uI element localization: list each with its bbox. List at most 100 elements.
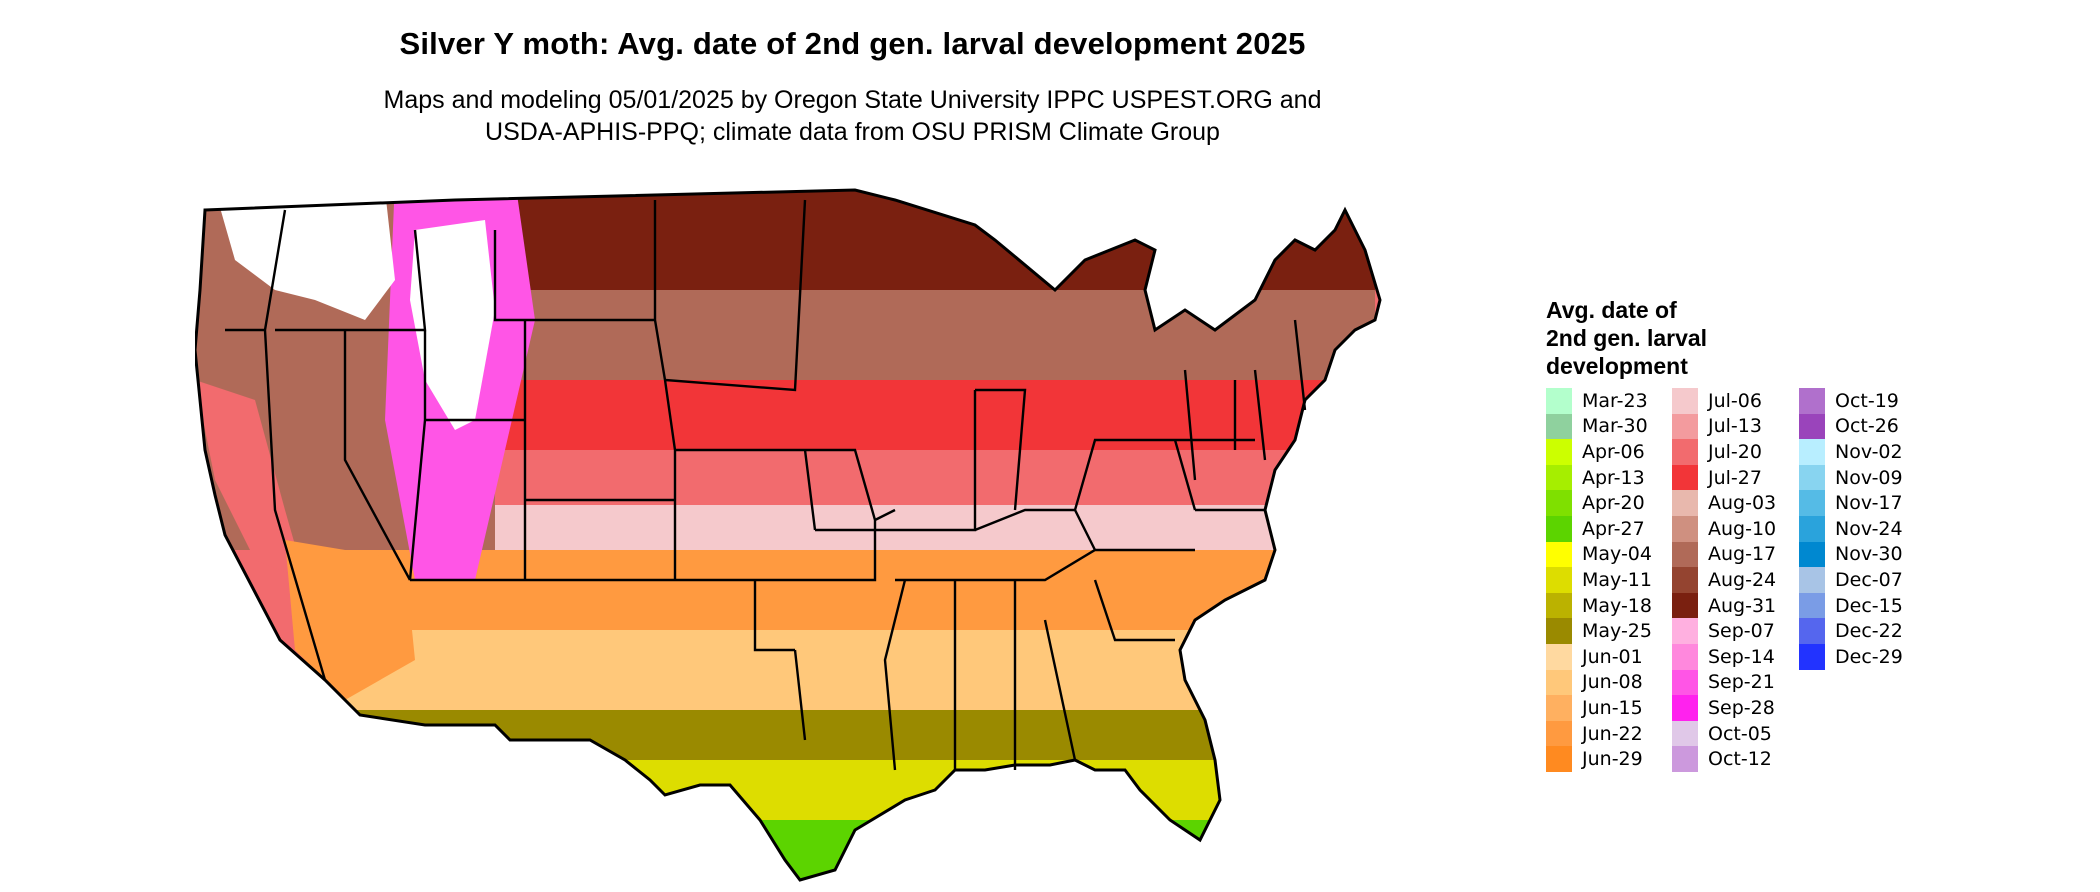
zone-no-data-north xyxy=(215,190,395,320)
legend-swatch xyxy=(1546,541,1572,568)
legend-item: Apr-27 xyxy=(1546,515,1652,542)
map-subtitle-line-2: USDA-APHIS-PPQ; climate data from OSU PR… xyxy=(485,118,1220,146)
zone-central-pink xyxy=(495,505,1375,550)
legend-swatch xyxy=(1799,515,1825,542)
legend-title-line: 2nd gen. larval xyxy=(1546,325,1708,351)
legend-swatch xyxy=(1799,643,1825,670)
legend-label: Sep-07 xyxy=(1708,620,1775,643)
legend-item: Aug-10 xyxy=(1672,515,1776,542)
legend-item: May-11 xyxy=(1546,567,1652,593)
legend-item: Aug-24 xyxy=(1672,567,1776,593)
legend-swatch xyxy=(1546,746,1572,772)
legend-item: Sep-07 xyxy=(1672,618,1776,644)
legend-item: Jun-29 xyxy=(1546,746,1652,772)
legend-swatch xyxy=(1672,490,1698,516)
legend-swatch xyxy=(1546,490,1572,516)
legend-swatch xyxy=(1672,515,1698,542)
legend-swatch xyxy=(1799,490,1825,516)
legend-swatch xyxy=(1672,720,1698,747)
map-title: Silver Y moth: Avg. date of 2nd gen. lar… xyxy=(399,26,1306,61)
legend-item: Apr-13 xyxy=(1546,464,1652,491)
legend-item: Mar-30 xyxy=(1546,413,1652,440)
legend-label: Jun-22 xyxy=(1582,722,1643,745)
legend-swatch xyxy=(1546,567,1572,593)
legend-label: Sep-28 xyxy=(1708,696,1775,719)
legend-swatch xyxy=(1672,413,1698,440)
legend-title-line: Avg. date of xyxy=(1546,297,1677,323)
legend-swatch xyxy=(1546,669,1572,696)
legend-item: Jul-13 xyxy=(1672,413,1776,440)
legend-item: Nov-02 xyxy=(1799,439,1903,465)
legend-column-3: Oct-19 Oct-26 Nov-02 Nov-09 Nov-17 Nov-24 Nov-… xyxy=(1799,388,1903,670)
legend-label: Apr-27 xyxy=(1582,517,1645,540)
legend-swatch xyxy=(1672,567,1698,593)
legend-item: Dec-22 xyxy=(1799,618,1903,644)
legend-label: Jul-20 xyxy=(1708,440,1762,463)
legend-swatch xyxy=(1672,439,1698,465)
legend-swatch xyxy=(1799,439,1825,465)
legend-column-2: Jul-06 Jul-13 Jul-20 Jul-27 Aug-03 Aug-10 Aug-… xyxy=(1672,388,1776,772)
legend-item: Apr-20 xyxy=(1546,490,1652,516)
legend-item: May-04 xyxy=(1546,541,1652,568)
legend-swatch xyxy=(1546,388,1572,414)
legend-label: Jul-13 xyxy=(1708,415,1762,438)
legend-label: May-18 xyxy=(1582,594,1652,617)
legend-swatch xyxy=(1799,541,1825,568)
legend-swatch xyxy=(1672,695,1698,721)
legend-label: Oct-26 xyxy=(1835,415,1899,438)
development-date-zones xyxy=(195,190,1380,880)
legend-item: Nov-09 xyxy=(1799,464,1903,491)
legend-item: Oct-12 xyxy=(1672,746,1776,772)
legend-label: Apr-06 xyxy=(1582,440,1645,463)
legend-swatch xyxy=(1672,464,1698,491)
legend-swatch xyxy=(1799,413,1825,440)
legend-item: Aug-03 xyxy=(1672,490,1776,516)
legend-item: Jun-22 xyxy=(1546,720,1652,747)
legend-label: Mar-23 xyxy=(1582,389,1648,412)
zone-northern-brown xyxy=(495,290,1375,380)
legend-label: Aug-17 xyxy=(1708,543,1777,566)
legend-item: Jul-06 xyxy=(1672,388,1776,414)
legend-swatch xyxy=(1672,618,1698,644)
zone-northern-red xyxy=(495,380,1375,450)
legend-item: Nov-30 xyxy=(1799,541,1903,568)
legend-swatch xyxy=(1799,464,1825,491)
legend-label: Jun-29 xyxy=(1582,748,1643,771)
legend-label: Sep-14 xyxy=(1708,645,1775,668)
legend-label: Mar-30 xyxy=(1582,415,1648,438)
legend-label: May-11 xyxy=(1582,568,1652,591)
legend-label: Jul-06 xyxy=(1708,389,1762,412)
legend-item: Jun-15 xyxy=(1546,695,1652,721)
legend-column-1: Mar-23 Mar-30 Apr-06 Apr-13 Apr-20 Apr-27 May-… xyxy=(1546,388,1652,772)
legend-item: Oct-19 xyxy=(1799,388,1903,414)
legend-swatch xyxy=(1546,618,1572,644)
legend-item: Jun-01 xyxy=(1546,643,1652,670)
legend-item: Nov-17 xyxy=(1799,490,1903,516)
zone-central-red xyxy=(495,450,1375,505)
legend-label: Nov-02 xyxy=(1835,440,1903,463)
legend-title-line: development xyxy=(1546,353,1688,379)
legend-item: Mar-23 xyxy=(1546,388,1652,414)
legend-item: Sep-21 xyxy=(1672,669,1776,696)
legend-swatch xyxy=(1546,515,1572,542)
legend-label: Dec-07 xyxy=(1835,568,1903,591)
legend-swatch xyxy=(1799,618,1825,644)
legend-item: Sep-28 xyxy=(1672,695,1776,721)
legend-label: Nov-17 xyxy=(1835,492,1903,515)
legend-label: Oct-12 xyxy=(1708,748,1772,771)
zone-pacific-coast xyxy=(195,380,305,580)
legend-swatch xyxy=(1672,388,1698,414)
legend-label: Nov-09 xyxy=(1835,466,1903,489)
legend-swatch xyxy=(1799,567,1825,593)
zone-no-data-rockies xyxy=(410,220,495,430)
legend-swatch xyxy=(1546,464,1572,491)
legend-swatch xyxy=(1546,413,1572,440)
legend-label: May-04 xyxy=(1582,543,1652,566)
legend-item: Aug-17 xyxy=(1672,541,1777,568)
legend-swatch xyxy=(1546,720,1572,747)
zone-south-inner xyxy=(335,710,1375,760)
legend-swatch xyxy=(1672,643,1698,670)
legend-label: Apr-13 xyxy=(1582,466,1645,489)
legend-label: Nov-24 xyxy=(1835,517,1903,540)
legend-label: Aug-03 xyxy=(1708,492,1777,515)
